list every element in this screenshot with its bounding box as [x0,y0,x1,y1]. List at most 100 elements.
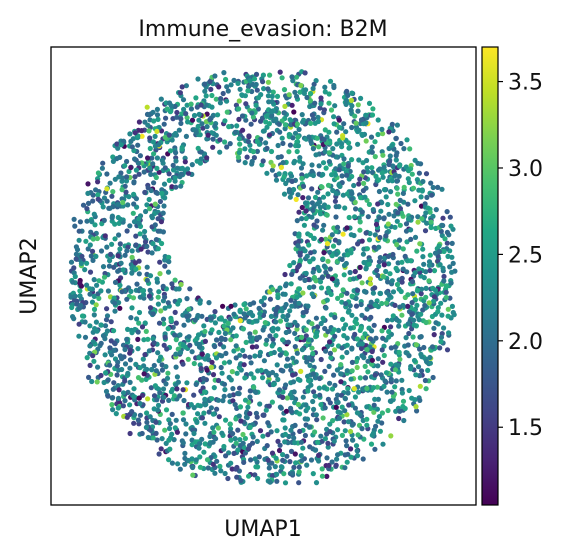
scatter-point [286,131,292,138]
scatter-point [190,464,196,471]
scatter-point [387,398,393,404]
scatter-point [260,433,266,439]
scatter-point [161,342,167,348]
scatter-point [277,352,283,358]
scatter-point [357,375,363,381]
scatter-point [386,292,392,298]
scatter-point [181,106,187,112]
scatter-point [176,127,182,133]
scatter-point [128,315,134,321]
scatter-point [422,302,428,309]
scatter-point [312,429,318,435]
scatter-point [165,300,171,306]
scatter-point [207,433,213,440]
scatter-point [383,268,389,275]
scatter-point [257,428,264,434]
scatter-point [159,190,165,196]
scatter-point [328,107,335,113]
scatter-point [202,338,208,344]
scatter-point [300,195,306,201]
scatter-point [289,395,295,401]
scatter-point [239,92,245,98]
scatter-point [269,109,275,115]
scatter-point [165,269,172,275]
scatter-point [253,344,260,350]
scatter-point [173,150,179,156]
scatter-point [254,438,260,444]
scatter-point [335,295,341,301]
scatter-point [317,204,324,210]
scatter-point [237,309,243,315]
scatter-point [293,74,300,80]
scatter-point [341,325,347,332]
scatter-point [307,259,313,265]
scatter-point [322,127,328,133]
scatter-point [85,200,92,206]
scatter-point [357,176,363,182]
scatter-point [162,427,168,433]
scatter-point [148,385,154,391]
scatter-point [339,173,345,179]
scatter-point [269,99,275,105]
scatter-point [333,204,339,210]
scatter-point [313,480,320,486]
scatter-point [379,328,385,334]
scatter-point [246,318,252,325]
scatter-point [345,309,351,315]
scatter-point [242,397,249,403]
scatter-point [356,127,362,133]
scatter-point [441,325,447,331]
scatter-point [304,462,310,468]
scatter-point [294,326,300,332]
scatter-point [85,246,91,252]
scatter-point [307,98,313,104]
scatter-point [307,232,314,238]
scatter-point [380,131,386,137]
scatter-point [160,283,166,289]
scatter-point [228,337,234,343]
scatter-point [323,305,329,311]
scatter-point [114,141,120,147]
scatter-point [208,364,214,370]
scatter-point [309,321,315,327]
scatter-point [154,165,160,171]
scatter-point [327,78,334,84]
scatter-point [315,114,321,120]
scatter-point [265,93,271,99]
scatter-point [440,265,446,271]
scatter-point [388,361,394,367]
scatter-point [199,415,205,421]
scatter-point [204,367,210,373]
scatter-point [254,318,260,324]
scatter-point [154,106,160,112]
scatter-point [163,407,170,413]
scatter-point [198,365,204,372]
scatter-point [315,118,321,125]
scatter-point [83,238,89,244]
scatter-point [140,288,146,294]
scatter-point [170,167,177,173]
scatter-point [273,116,279,122]
scatter-point [306,134,312,140]
scatter-point [379,410,385,416]
scatter-point [342,452,348,458]
scatter-point [297,275,303,281]
scatter-point [184,296,190,302]
scatter-point [198,102,204,108]
scatter-point [128,138,134,144]
scatter-point [438,339,444,345]
scatter-point [384,317,390,323]
scatter-point [124,336,130,342]
scatter-point [235,447,241,453]
scatter-point [116,174,122,180]
scatter-point [349,196,355,202]
scatter-point [239,113,246,119]
scatter-point [150,161,156,167]
scatter-point [69,304,75,311]
scatter-point [429,192,435,198]
scatter-point [149,155,155,161]
scatter-point [418,334,424,340]
scatter-point [307,90,314,97]
scatter-point [274,471,280,477]
scatter-point [178,120,184,126]
